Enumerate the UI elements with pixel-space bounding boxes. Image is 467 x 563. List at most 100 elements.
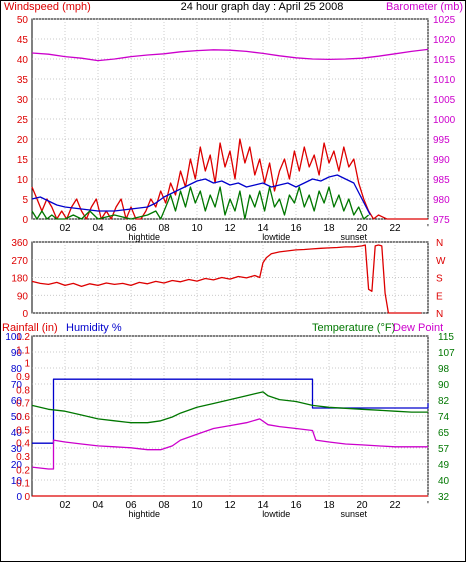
panel-3-event-hightide: hightide [128, 509, 160, 519]
barometer-axis-label: Barometer (mb) [386, 1, 463, 13]
panel-3-humidity-tick: 100 [5, 332, 22, 343]
panel-3-x-tick-label: 14 [257, 500, 269, 511]
panel-3-x-tick-label: 08 [158, 500, 170, 511]
panel-1-x-tick-label: ' [427, 223, 429, 234]
panel-1-x-tick-label: 14 [257, 223, 269, 234]
panel-3-x-tick-label: 04 [92, 500, 104, 511]
panel-2-direction-degrees-tick: 360 [11, 238, 28, 249]
panel-2-direction-compass-tick: E [436, 291, 443, 302]
panel-1-x-tick-label: 04 [92, 223, 104, 234]
panel-2-direction-compass-tick: N [436, 309, 443, 320]
panel-3-x-tick-label: 02 [59, 500, 71, 511]
panel-1-barometer-tick: 980 [433, 195, 450, 206]
panel-1-barometer-tick: 985 [433, 175, 450, 186]
panel-2-direction-degrees-tick: 0 [22, 309, 28, 320]
panel-1-barometer-tick: 1005 [433, 95, 456, 106]
panel-3-rainfall-tick: 0.1 [16, 479, 30, 490]
panel-1-event-sunset: sunset [340, 232, 367, 242]
panel-3-humidity-tick: 10 [11, 476, 23, 487]
panel-1-barometer-tick: 990 [433, 155, 450, 166]
panel-1-barometer-tick: 1025 [433, 15, 456, 26]
panel-1-event-hightide: hightide [128, 232, 160, 242]
panel-3-rainfall-tick: 0.7 [16, 399, 30, 410]
panel-3-x-tick-label: ' [427, 500, 429, 511]
rainfall-axis-label: Rainfall (in) [2, 322, 58, 334]
panel-1-x-tick-label: 22 [389, 223, 401, 234]
panel-3-humidity-tick: 80 [11, 364, 23, 375]
panel-1-windspeed-minimum-series [31, 186, 370, 220]
panel-3-x-tick-label: 06 [125, 500, 137, 511]
panel-3-temperature-tick: 107 [438, 348, 455, 359]
temperature-axis-label: Temperature (°F) [312, 322, 395, 334]
panel-3-rainfall-tick: 0.4 [16, 439, 30, 450]
panel-3-temperature-tick: 82 [438, 396, 450, 407]
panel-1-windspeed-gust-series [31, 138, 428, 220]
panel-3-temperature-tick: 90 [438, 380, 450, 391]
panel-2-direction-compass-tick: W [436, 256, 446, 267]
panel-3-rainfall-tick: 0.8 [16, 385, 30, 396]
panel-1-windspeed-tick: 40 [17, 55, 29, 66]
panel-2-direction-compass-tick: S [436, 274, 443, 285]
panel-1-windspeed-tick: 20 [17, 135, 29, 146]
panel-1-barometer-tick: 995 [433, 135, 450, 146]
panel-3-rainfall-tick: 1.1 [16, 345, 30, 356]
panel-1-barometer-tick: 1000 [433, 115, 456, 126]
panel-3-x-tick-label: 18 [323, 500, 335, 511]
panel-3-humidity-tick: 90 [11, 348, 23, 359]
panel-1-event-lowtide: lowtide [262, 232, 290, 242]
panel-3-humidity-tick: 60 [11, 396, 23, 407]
panel-3-rainfall-tick: 0.3 [16, 452, 30, 463]
panel-3-x-tick-label: 20 [356, 500, 368, 511]
panel-3-humidity-tick: 0 [16, 492, 22, 503]
panel-1-windspeed-tick: 45 [17, 35, 29, 46]
panel-3-x-tick-label: 12 [224, 500, 236, 511]
panel-3-temperature-tick: 49 [438, 460, 450, 471]
panel-1-barometer-tick: 1010 [433, 75, 456, 86]
panel-3-humidity-tick: 20 [11, 460, 23, 471]
panel-2-direction-degrees-tick: 180 [11, 274, 28, 285]
panel-3-temperature-tick: 40 [438, 476, 450, 487]
panel-3-temperature-tick: 65 [438, 428, 450, 439]
panel-1-x-tick-label: 16 [290, 223, 302, 234]
panel-1-barometer-series [31, 48, 429, 62]
panel-1-x-tick-label: 08 [158, 223, 170, 234]
panel-1-windspeed-tick: 35 [17, 75, 29, 86]
panel-3-x-tick-label: 10 [191, 500, 203, 511]
panel-3-rainfall-tick: 1.2 [16, 332, 30, 343]
panel-1-x-tick-label: 20 [356, 223, 368, 234]
panel-2-wind-direction-series [31, 244, 422, 314]
dewpoint-axis-label: Dew Point [393, 322, 443, 334]
panel-3-event-sunset: sunset [340, 509, 367, 519]
panel-3-temperature-tick: 57 [438, 444, 450, 455]
panel-2-direction-degrees-tick: 90 [17, 291, 29, 302]
panel-3-x-tick-label: 22 [389, 500, 401, 511]
panel-1-x-tick-label: 06 [125, 223, 137, 234]
panel-1-barometer-tick: 975 [433, 215, 450, 226]
panel-1-barometer-tick: 1020 [433, 35, 456, 46]
panel-1-barometer-tick: 1015 [433, 55, 456, 66]
panel-3-rainfall-tick: 0.9 [16, 372, 30, 383]
panel-3-dew-point-series [31, 418, 428, 470]
panel-3-temperature-series [31, 391, 428, 424]
graph-title: 24 hour graph day : April 25 2008 [181, 1, 344, 13]
panel-2-direction-compass-tick: N [436, 238, 443, 249]
panel-1-x-tick-label: 10 [191, 223, 203, 234]
panel-3-rainfall-tick: 0.5 [16, 425, 30, 436]
panel-3-rainfall-tick: 0 [24, 492, 30, 503]
panel-1-windspeed-tick: 30 [17, 95, 29, 106]
panel-1-windspeed-tick: 15 [17, 155, 29, 166]
panel-1-x-tick-label: 02 [59, 223, 71, 234]
panel-3-temperature-tick: 32 [438, 492, 450, 503]
panel-1-windspeed-tick: 50 [17, 15, 29, 26]
panel-3-x-tick-label: 16 [290, 500, 302, 511]
panel-3-humidity-tick: 70 [11, 380, 23, 391]
panel-3-rainfall-tick: 0.2 [16, 465, 30, 476]
panel-3-temperature-tick: 115 [438, 332, 454, 343]
windspeed-axis-label: Windspeed (mph) [4, 1, 91, 13]
panel-3-event-lowtide: lowtide [262, 509, 290, 519]
panel-1-windspeed-tick: 0 [22, 215, 28, 226]
panel-1-windspeed-average-series [31, 174, 371, 216]
panel-3-humidity-tick: 30 [11, 444, 23, 455]
